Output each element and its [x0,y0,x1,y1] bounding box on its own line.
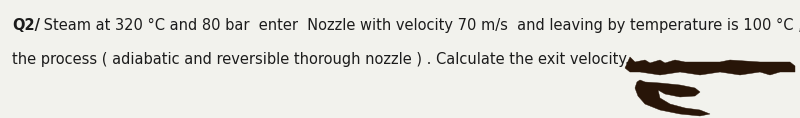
Text: Steam at 320 °C and 80 bar  enter  Nozzle with velocity 70 m/s  and leaving by t: Steam at 320 °C and 80 bar enter Nozzle … [39,18,800,33]
Polygon shape [635,80,710,116]
Polygon shape [625,57,795,75]
Text: the process ( adiabatic and reversible thorough nozzle ) . Calculate the exit ve: the process ( adiabatic and reversible t… [12,52,630,67]
Text: Q2/: Q2/ [12,18,40,33]
